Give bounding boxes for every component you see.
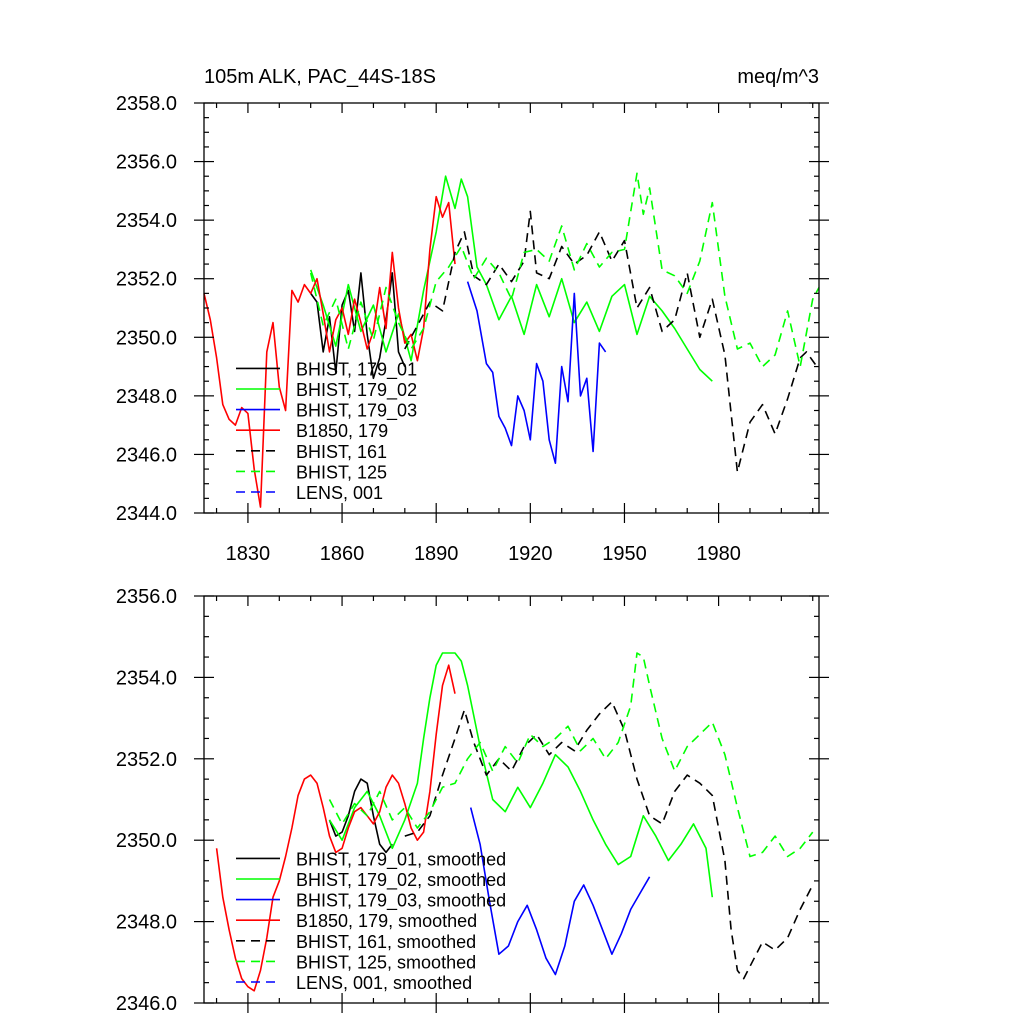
x-tick-label-1860: 1860 [320, 543, 365, 565]
legend-label-1-1: BHIST, 179_01 [296, 359, 417, 380]
series-line-2-1 [328, 778, 393, 854]
legend-label-2-4: B1850, 179, smoothed [296, 911, 477, 931]
legend-label-2-6: BHIST, 125, smoothed [296, 952, 476, 972]
bottom-panel-axes: 2346.0 2348.0 2350.0 2352.0 2354.0 2356.0 [116, 586, 829, 1015]
series-line-1-2 [309, 175, 713, 382]
x-tick-label-1920: 1920 [508, 543, 553, 565]
y-tick-label-1-7: 2358.0 [116, 93, 177, 115]
y-tick-label-1-5: 2354.0 [116, 210, 177, 232]
y-tick-label-1-6: 2356.0 [116, 152, 177, 174]
y-tick-label-1-0: 2344.0 [116, 503, 177, 525]
legend-label-2-1: BHIST, 179_01, smoothed [296, 849, 506, 870]
y-tick-label-1-3: 2350.0 [116, 327, 177, 349]
legend-label-1-2: BHIST, 179_02 [296, 380, 417, 401]
top-panel: 105m ALK, PAC_44S-18S meq/m^3 BHIST, 179… [116, 66, 829, 565]
x-tick-label-1950: 1950 [602, 543, 647, 565]
series-line-2-3 [469, 807, 651, 976]
y-tick-label-1-1: 2346.0 [116, 444, 177, 466]
legend-label-1-4: B1850, 179 [296, 421, 388, 441]
top-panel-series [203, 172, 820, 508]
legend-label-1-5: BHIST, 161 [296, 442, 387, 462]
series-line-2-6 [328, 652, 814, 858]
y-tick-label-1-4: 2352.0 [116, 269, 177, 291]
x-tick-label-1830: 1830 [226, 543, 271, 565]
legend-label-2-7: LENS, 001, smoothed [296, 973, 472, 993]
series-line-2-5 [404, 700, 814, 980]
x-tick-label-1980: 1980 [696, 543, 741, 565]
top-panel-axes: 1830 1860 1890 1920 1950 1980 2344.0 2346.0 2348… [116, 93, 829, 565]
series-line-1-6 [309, 172, 820, 368]
y-tick-label-2-5: 2356.0 [116, 586, 177, 608]
series-line-1-3 [466, 281, 607, 465]
y-tick-label-2-2: 2350.0 [116, 830, 177, 852]
y-tick-label-2-4: 2354.0 [116, 667, 177, 689]
y-tick-label-2-3: 2352.0 [116, 749, 177, 771]
y-tick-label-1-2: 2348.0 [116, 386, 177, 408]
series-line-2-4 [215, 664, 456, 992]
legend-label-1-3: BHIST, 179_03 [296, 401, 417, 422]
bottom-panel-series [215, 652, 814, 992]
top-panel-units: meq/m^3 [737, 66, 819, 88]
legend-label-1-6: BHIST, 125 [296, 462, 387, 482]
x-tick-label-1890: 1890 [414, 543, 459, 565]
y-tick-label-2-0: 2346.0 [116, 993, 177, 1015]
legend-label-2-5: BHIST, 161, smoothed [296, 932, 476, 952]
series-line-2-2 [328, 652, 714, 898]
legend-label-2-2: BHIST, 179_02, smoothed [296, 870, 506, 891]
series-line-1-5 [404, 210, 820, 473]
legend-label-2-3: BHIST, 179_03, smoothed [296, 891, 506, 912]
y-tick-label-2-1: 2348.0 [116, 912, 177, 934]
legend-label-1-7: LENS, 001 [296, 483, 383, 503]
top-panel-title: 105m ALK, PAC_44S-18S [204, 66, 436, 88]
series-line-1-4 [203, 195, 456, 508]
